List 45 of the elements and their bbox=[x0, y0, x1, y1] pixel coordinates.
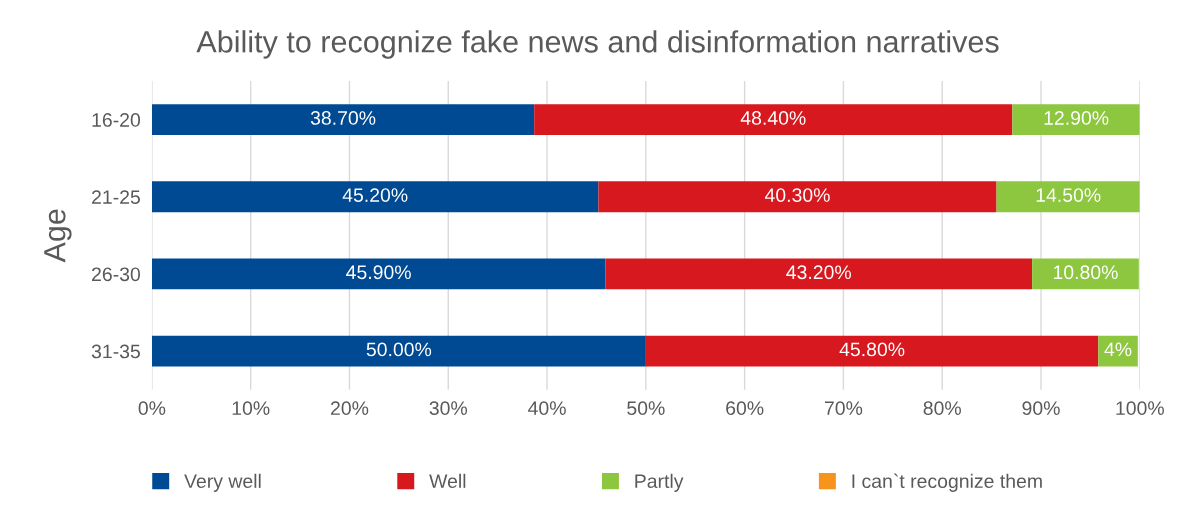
x-tick-label: 70% bbox=[824, 401, 863, 416]
data-label: 45.20% bbox=[342, 188, 408, 202]
legend-label: Very well bbox=[184, 473, 261, 492]
bar bbox=[1012, 104, 1140, 136]
data-label: 48.40% bbox=[740, 111, 806, 125]
data-label: 12.90% bbox=[1044, 111, 1109, 125]
x-tick-label: 80% bbox=[923, 401, 961, 416]
bar bbox=[645, 335, 1099, 367]
bar bbox=[151, 258, 606, 290]
y-tick-label: 21-25 bbox=[92, 190, 140, 205]
data-label: 43.20% bbox=[786, 265, 852, 280]
x-tick-label: 40% bbox=[528, 401, 566, 416]
x-tick-label: 0% bbox=[138, 401, 166, 416]
bar bbox=[1032, 258, 1139, 290]
data-label: 40.30% bbox=[764, 188, 830, 202]
data-label: 45.90% bbox=[346, 265, 411, 280]
data-label: 4% bbox=[1104, 342, 1132, 357]
legend-label: Well bbox=[429, 473, 466, 489]
x-tick-label: 90% bbox=[1022, 401, 1060, 416]
y-tick-label: 31-35 bbox=[91, 344, 140, 359]
data-label: 10.80% bbox=[1053, 265, 1118, 280]
x-tick-label: 60% bbox=[726, 401, 764, 416]
data-label: 38.70% bbox=[310, 111, 376, 125]
x-tick-label: 10% bbox=[232, 401, 270, 416]
legend-label: Partly bbox=[635, 473, 684, 492]
bar bbox=[151, 335, 646, 367]
bar bbox=[605, 258, 1033, 290]
x-tick-label: 100% bbox=[1116, 401, 1164, 416]
bar bbox=[534, 104, 1013, 136]
bar bbox=[151, 181, 599, 213]
legend-label: I can`t recognize them bbox=[852, 473, 1042, 492]
data-label: 14.50% bbox=[1036, 188, 1101, 202]
y-tick-label: 26-30 bbox=[92, 267, 141, 282]
bar bbox=[996, 181, 1140, 213]
y-tick-label: 16-20 bbox=[92, 113, 141, 127]
data-label: 45.80% bbox=[839, 342, 905, 357]
y-axis-title: Age bbox=[44, 209, 72, 263]
x-tick-label: 30% bbox=[429, 401, 468, 416]
bar bbox=[598, 181, 997, 213]
chart-title: Ability to recognize fake news and disinformation narratives bbox=[196, 30, 999, 59]
x-tick-label: 20% bbox=[330, 401, 369, 416]
data-label: 50.00% bbox=[366, 342, 432, 357]
bar bbox=[1098, 335, 1138, 367]
bar bbox=[151, 104, 535, 136]
x-tick-label: 50% bbox=[627, 401, 665, 416]
